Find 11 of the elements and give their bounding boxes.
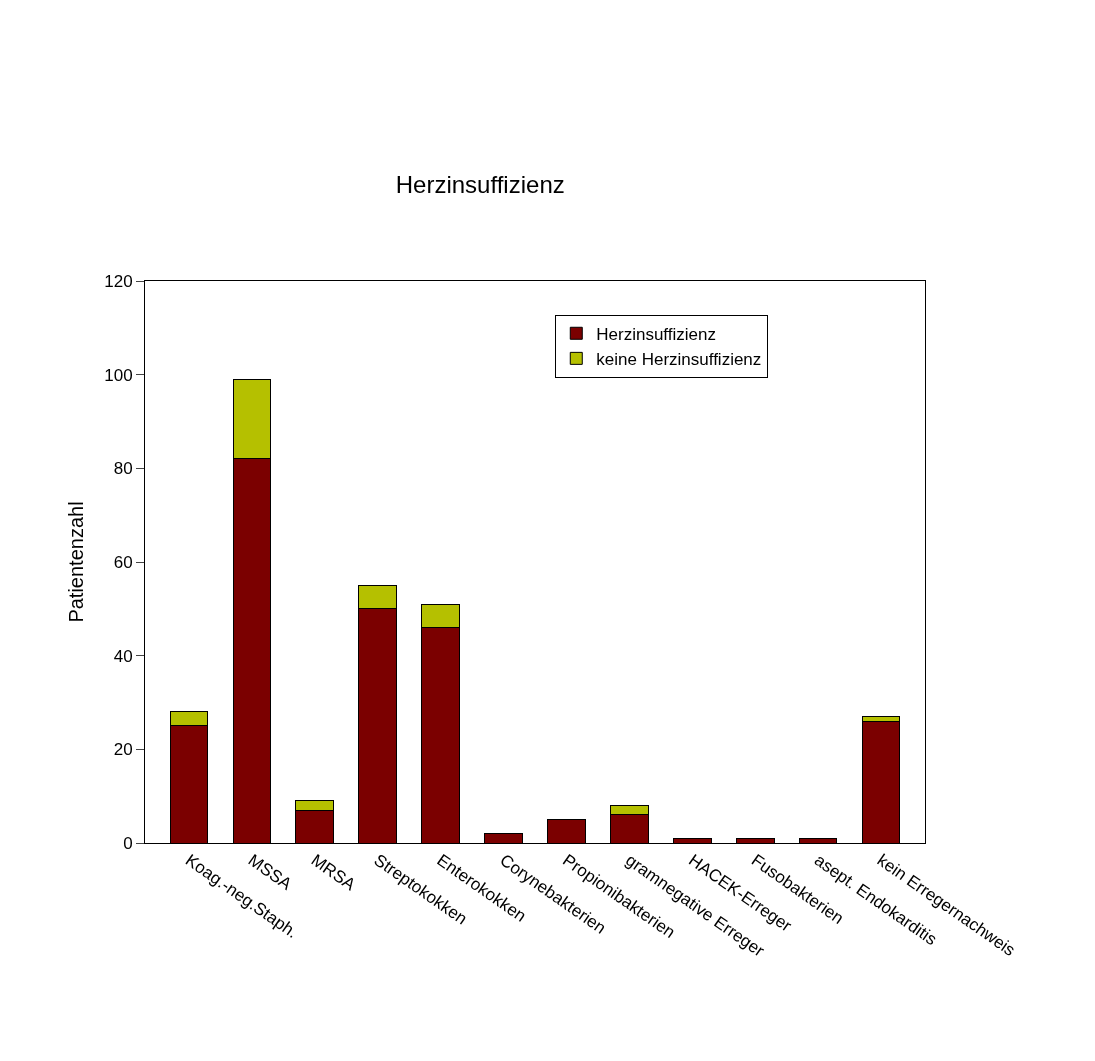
y-axis-title: Patientenzahl xyxy=(64,501,87,623)
y-tick-label: 60 xyxy=(113,552,133,572)
y-tick-label: 120 xyxy=(104,271,133,291)
y-tick-label: 40 xyxy=(113,646,133,666)
legend-label: keine Herzinsuffizienz xyxy=(596,350,762,369)
chart-title: Herzinsuffizienz xyxy=(395,171,565,199)
y-tick-label: 0 xyxy=(123,833,133,853)
y-tick-label: 100 xyxy=(104,365,133,385)
y-tick-label: 20 xyxy=(113,740,133,760)
y-tick-label: 80 xyxy=(113,459,133,479)
legend-label: Herzinsuffizienz xyxy=(596,324,716,344)
